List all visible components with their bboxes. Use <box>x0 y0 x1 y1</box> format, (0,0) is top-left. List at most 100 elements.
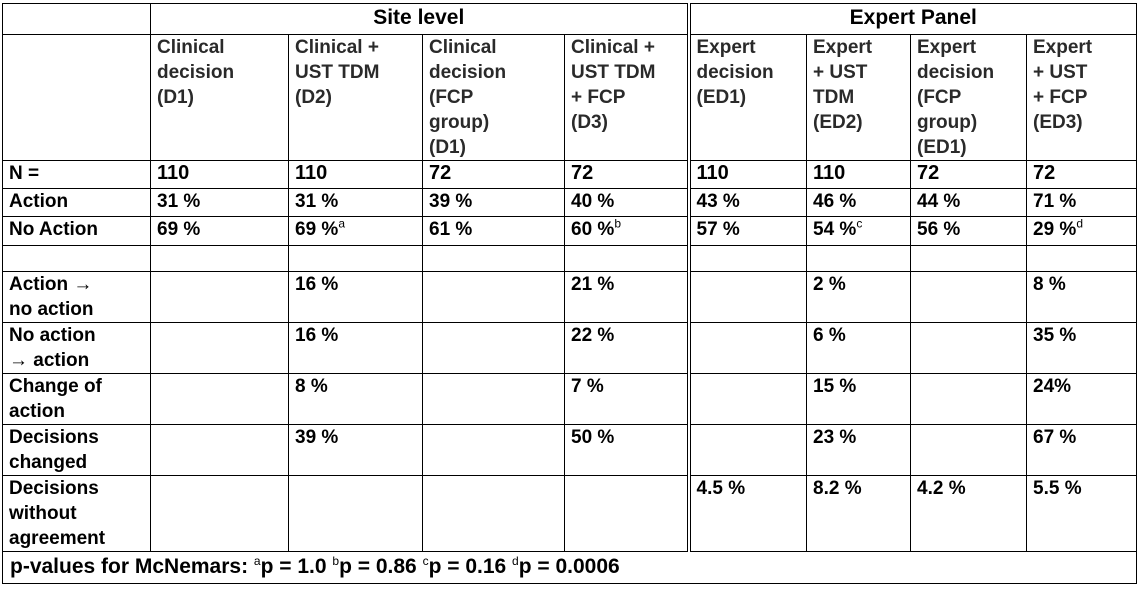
col-header-ed1: Expert decision (ED1) <box>686 34 807 161</box>
cell: 71 % <box>1025 188 1138 217</box>
cell: 72 <box>910 160 1027 189</box>
cell: 57 % <box>686 216 807 246</box>
cell <box>422 271 565 323</box>
cell <box>686 373 807 425</box>
row-label: Decisions without agreement <box>2 475 151 552</box>
cell: 16 % <box>288 322 423 374</box>
cell: 61 % <box>422 216 565 246</box>
cell <box>150 271 289 323</box>
cell: 7 % <box>564 373 689 425</box>
cell: 23 % <box>806 424 911 476</box>
cell <box>910 424 1027 476</box>
cell: 8.2 % <box>806 475 911 552</box>
footnote-row: p-values for McNemars: ap = 1.0 bp = 0.8… <box>1 551 1138 584</box>
row-label: Change of action <box>2 373 151 425</box>
cell <box>422 424 565 476</box>
cell: 35 % <box>1025 322 1138 374</box>
cell: 39 % <box>288 424 423 476</box>
cell <box>910 271 1027 323</box>
cell <box>686 271 807 323</box>
cell: 60 %b <box>564 216 689 246</box>
row-label: Action → no action <box>2 271 151 323</box>
row-label: No action → action <box>2 322 151 374</box>
cell: 40 % <box>564 188 689 217</box>
row-label <box>2 245 151 272</box>
cell: 6 % <box>806 322 911 374</box>
row-no-action-to-action: No action → action 16 % 22 % 6 % 35 % <box>2 322 1138 374</box>
cell: 50 % <box>564 424 689 476</box>
cell: 39 % <box>422 188 565 217</box>
cell: 69 %a <box>288 216 423 246</box>
row-no-action: No Action 69 % 69 %a 61 % 60 %b 57 % 54 … <box>2 216 1138 246</box>
cell <box>910 322 1027 374</box>
cell <box>150 322 289 374</box>
column-header-row: Clinical decision (D1) Clinical + UST TD… <box>2 34 1138 161</box>
col-header-ed3: Expert + UST + FCP (ED3) <box>1025 34 1138 161</box>
cell: 29 %d <box>1025 216 1138 246</box>
cell <box>564 475 689 552</box>
cell: 21 % <box>564 271 689 323</box>
footnote-marker: b <box>614 216 621 231</box>
cell <box>422 373 565 425</box>
cell: 24% <box>1025 373 1138 425</box>
footnote-marker: c <box>856 216 863 231</box>
cell <box>150 424 289 476</box>
row-n: N = 110 110 72 72 110 110 72 72 <box>2 160 1138 189</box>
group-header-row: Site level Expert Panel <box>2 3 1138 35</box>
row-decisions-changed: Decisions changed 39 % 50 % 23 % 67 % <box>2 424 1138 476</box>
cell <box>288 475 423 552</box>
row-action-to-no-action: Action → no action 16 % 21 % 2 % 8 % <box>2 271 1138 323</box>
col-header-ed2: Expert + UST TDM (ED2) <box>806 34 911 161</box>
corner-cell <box>2 3 151 35</box>
cell: 4.2 % <box>910 475 1027 552</box>
row-blank <box>2 245 1138 272</box>
cell: 4.5 % <box>686 475 807 552</box>
row-label: No Action <box>2 216 151 246</box>
cell: 110 <box>806 160 911 189</box>
cell: 67 % <box>1025 424 1138 476</box>
col-header-d3: Clinical + UST TDM + FCP (D3) <box>564 34 689 161</box>
cell: 2 % <box>806 271 911 323</box>
cell: 110 <box>288 160 423 189</box>
col-header-d2: Clinical + UST TDM (D2) <box>288 34 423 161</box>
cell <box>422 475 565 552</box>
group-site-level: Site level <box>150 3 689 35</box>
cell: 22 % <box>564 322 689 374</box>
cell: 8 % <box>1025 271 1138 323</box>
col-header-d1: Clinical decision (D1) <box>150 34 289 161</box>
mcnemar-decision-table: Site level Expert Panel Clinical decisio… <box>1 3 1138 584</box>
row-action: Action 31 % 31 % 39 % 40 % 43 % 46 % 44 … <box>2 188 1138 217</box>
cell: 72 <box>1025 160 1138 189</box>
row-label: Decisions changed <box>2 424 151 476</box>
cell: 31 % <box>288 188 423 217</box>
cell: 110 <box>686 160 807 189</box>
cell <box>422 322 565 374</box>
cell <box>150 475 289 552</box>
footnote-marker: d <box>1076 216 1083 231</box>
cell: 43 % <box>686 188 807 217</box>
cell: 8 % <box>288 373 423 425</box>
cell: 69 % <box>150 216 289 246</box>
cell: 44 % <box>910 188 1027 217</box>
cell: 5.5 % <box>1025 475 1138 552</box>
cell: 110 <box>150 160 289 189</box>
cell <box>686 322 807 374</box>
row-label: Action <box>2 188 151 217</box>
cell: 16 % <box>288 271 423 323</box>
cell: 56 % <box>910 216 1027 246</box>
row-decisions-without-agreement: Decisions without agreement 4.5 % 8.2 % … <box>2 475 1138 552</box>
col-header-fcp-ed1: Expert decision (FCP group) (ED1) <box>910 34 1027 161</box>
cell: 72 <box>564 160 689 189</box>
cell <box>150 373 289 425</box>
footnote-marker: a <box>338 216 345 231</box>
cell <box>910 373 1027 425</box>
cell <box>686 424 807 476</box>
cell: 15 % <box>806 373 911 425</box>
row-label: N = <box>2 160 151 189</box>
cell: 54 %c <box>806 216 911 246</box>
row-change-of-action: Change of action 8 % 7 % 15 % 24% <box>2 373 1138 425</box>
corner-cell-2 <box>2 34 151 161</box>
cell: 72 <box>422 160 565 189</box>
mcnemar-footnote: p-values for McNemars: ap = 1.0 bp = 0.8… <box>1 551 1138 584</box>
cell: 31 % <box>150 188 289 217</box>
